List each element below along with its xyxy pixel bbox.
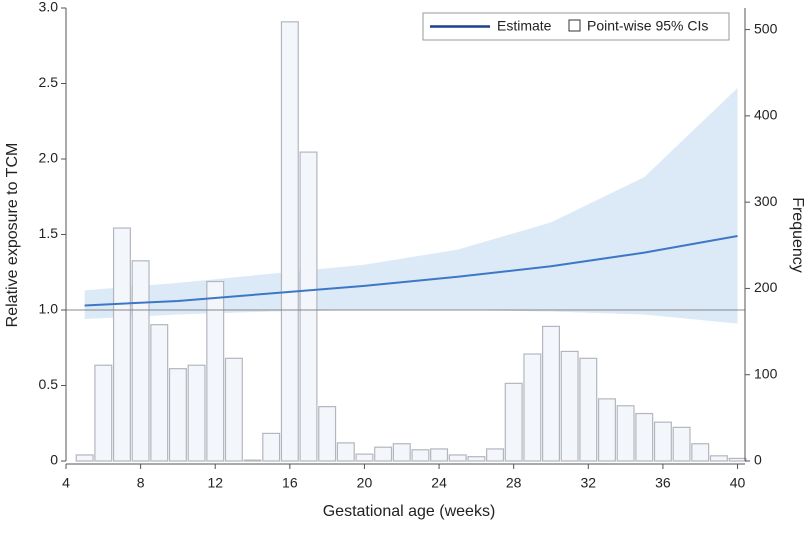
y2-axis-label: Frequency xyxy=(789,197,806,273)
bar xyxy=(411,449,430,462)
bar xyxy=(392,443,411,462)
bar xyxy=(486,448,505,462)
bar xyxy=(131,260,150,462)
y2-tick-label: 0 xyxy=(754,452,762,468)
bar xyxy=(709,455,728,462)
bar xyxy=(355,453,374,462)
bar xyxy=(653,421,672,462)
bar xyxy=(448,454,467,462)
x-tick-label: 40 xyxy=(730,475,746,491)
x-tick-label: 16 xyxy=(282,475,298,491)
bar xyxy=(691,443,710,462)
y-tick-label: 2.0 xyxy=(39,150,59,166)
bar xyxy=(280,21,299,462)
bar xyxy=(243,459,262,462)
bar xyxy=(299,151,318,462)
bar xyxy=(430,448,449,462)
y-tick-label: 3.0 xyxy=(39,0,59,15)
bar xyxy=(579,357,598,462)
legend-label: Estimate xyxy=(497,18,552,34)
ci-band xyxy=(84,88,738,324)
bar xyxy=(560,350,579,462)
x-tick-label: 8 xyxy=(137,475,145,491)
bar xyxy=(672,426,691,462)
y-tick-label: 0 xyxy=(50,452,58,468)
y2-tick-label: 200 xyxy=(754,279,778,295)
bar xyxy=(374,446,393,462)
bar xyxy=(187,364,206,462)
y2-tick-label: 500 xyxy=(754,20,778,36)
legend-label: Point-wise 95% CIs xyxy=(587,18,708,34)
bar xyxy=(75,454,94,462)
bar xyxy=(206,280,225,462)
bar xyxy=(635,412,654,462)
x-tick-label: 24 xyxy=(431,475,447,491)
bar xyxy=(262,432,281,462)
y-tick-label: 1.0 xyxy=(39,301,59,317)
x-tick-label: 32 xyxy=(581,475,597,491)
y2-tick-label: 100 xyxy=(754,365,778,381)
y2-tick-label: 300 xyxy=(754,193,778,209)
bar xyxy=(504,382,523,462)
y2-tick-label: 400 xyxy=(754,107,778,123)
y-tick-label: 1.5 xyxy=(39,225,59,241)
y-axis-label: Relative exposure to TCM xyxy=(4,143,21,328)
bar xyxy=(728,457,747,462)
bar xyxy=(112,227,131,462)
bar xyxy=(224,357,243,462)
x-axis-label: Gestational age (weeks) xyxy=(323,503,496,520)
bar xyxy=(597,398,616,462)
bar xyxy=(616,405,635,462)
estimate-line xyxy=(84,235,738,307)
legend-box xyxy=(568,19,581,32)
x-tick-label: 4 xyxy=(62,475,70,491)
y-tick-label: 0.5 xyxy=(39,376,59,392)
x-tick-label: 20 xyxy=(357,475,373,491)
bar xyxy=(542,325,560,462)
x-tick-label: 28 xyxy=(506,475,522,491)
x-tick-label: 36 xyxy=(655,475,671,491)
x-tick-label: 12 xyxy=(207,475,223,491)
bar xyxy=(318,406,337,462)
y-tick-label: 2.5 xyxy=(39,74,59,90)
legend: Estimate Point-wise 95% CIs xyxy=(422,12,730,41)
bar xyxy=(336,442,355,462)
bar xyxy=(94,364,113,462)
bar xyxy=(523,353,542,462)
bar xyxy=(467,456,486,462)
bar xyxy=(150,324,169,462)
bar xyxy=(168,368,187,462)
